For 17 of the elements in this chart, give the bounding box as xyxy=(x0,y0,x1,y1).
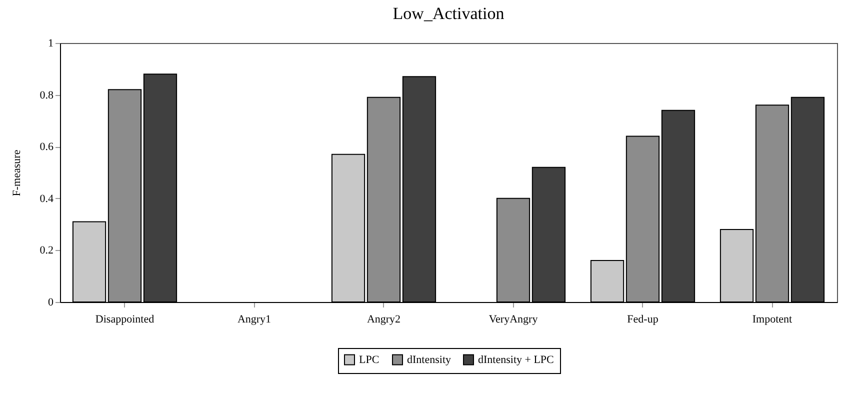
y-tick-label: 0.2 xyxy=(40,244,54,257)
x-tick-label: Impotent xyxy=(752,314,792,326)
y-tick-label: 0.4 xyxy=(40,192,54,205)
y-tick-label: 0.6 xyxy=(40,141,54,154)
legend-label: dIntensity xyxy=(407,354,452,366)
y-tick-label: 0.8 xyxy=(40,89,54,102)
x-tick-label: Angry1 xyxy=(237,314,272,326)
x-tick-label: VeryAngry xyxy=(488,314,538,326)
y-tick-label: 1 xyxy=(48,38,54,50)
x-tick-label: Disappointed xyxy=(95,314,155,326)
legend-label: dIntensity + LPC xyxy=(478,354,554,366)
x-tick-label: Angry2 xyxy=(366,314,401,326)
y-axis-title: F-measure xyxy=(10,150,23,196)
x-tick-label: Fed-up xyxy=(627,314,659,326)
y-tick-label: 0 xyxy=(48,296,54,308)
chart-title: Low_Activation xyxy=(392,4,505,23)
legend-label: LPC xyxy=(359,354,380,366)
